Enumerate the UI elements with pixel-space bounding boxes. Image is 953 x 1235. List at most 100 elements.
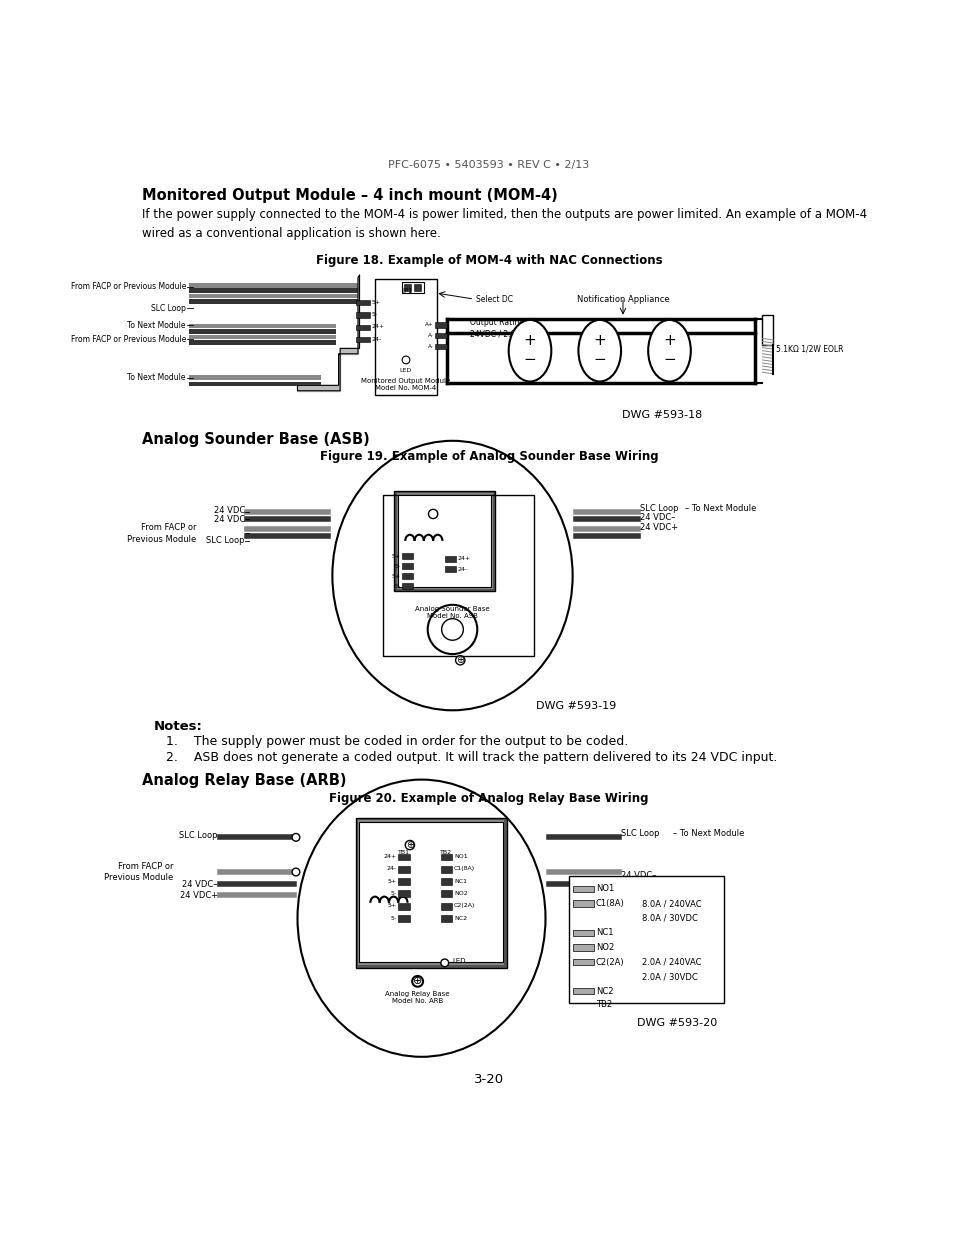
Text: NO2: NO2 [596,944,614,952]
Bar [414,284,420,291]
Bar [357,820,504,966]
Text: From FACP or
Previous Module: From FACP or Previous Module [128,522,196,543]
Text: 1.    The supply power must be coded in order for the output to be coded.: 1. The supply power must be coded in ord… [166,735,627,748]
Text: From FACP or
Previous Module: From FACP or Previous Module [104,862,173,882]
Text: Analog Relay Base (ARB): Analog Relay Base (ARB) [142,773,347,788]
Circle shape [412,976,422,987]
Text: From FACP or Previous Module: From FACP or Previous Module [71,283,186,291]
Bar [355,325,369,330]
Ellipse shape [578,320,620,382]
Bar [568,876,723,1003]
Text: 24 VDC–: 24 VDC– [639,514,675,522]
Text: −: − [593,352,605,368]
Text: Figure 19. Example of Analog Sounder Base Wiring: Figure 19. Example of Analog Sounder Bas… [319,450,658,463]
Text: 5+: 5+ [391,553,400,558]
Bar [572,885,594,892]
Text: Figure 20. Example of Analog Relay Base Wiring: Figure 20. Example of Analog Relay Base … [329,792,648,805]
Bar [572,945,594,951]
Text: From FACP or Previous Module: From FACP or Previous Module [71,335,186,343]
Text: 2.0A / 30VDC: 2.0A / 30VDC [641,972,698,982]
Text: ⊕: ⊕ [456,656,464,666]
Text: NC1: NC1 [596,929,613,937]
Bar [402,563,413,569]
Text: 24 VDC–: 24 VDC– [620,871,657,879]
Text: 8.0A / 240VAC: 8.0A / 240VAC [641,899,701,908]
Bar [402,583,413,589]
Bar [444,556,456,562]
Circle shape [405,841,415,850]
Bar [397,866,410,873]
Bar [440,915,452,923]
Bar [189,288,359,293]
Text: +: + [593,333,605,348]
Text: ⊕: ⊕ [405,840,414,850]
Text: +: + [662,333,675,348]
Text: C1(8A): C1(8A) [454,867,475,872]
Text: 24-: 24- [456,567,467,572]
Bar [572,988,594,994]
Text: ⊕: ⊕ [413,977,422,987]
Bar [394,490,495,592]
Text: C2(2A): C2(2A) [454,903,475,909]
Text: 5-: 5- [390,892,396,897]
Text: A-: A- [428,332,434,338]
Text: 2.0A / 240VAC: 2.0A / 240VAC [641,957,701,967]
Text: LED: LED [399,368,412,373]
Text: To Next Module: To Next Module [128,373,186,382]
Bar [355,300,369,305]
Text: SLC Loop: SLC Loop [639,504,678,513]
Text: To Next Module: To Next Module [128,321,186,330]
Text: PFC-6075 • 5403593 • REV C • 2/13: PFC-6075 • 5403593 • REV C • 2/13 [388,161,589,170]
Circle shape [428,509,437,519]
Bar [355,312,369,317]
Text: 24+: 24+ [456,556,470,561]
Circle shape [440,960,448,967]
Text: SLC Loop: SLC Loop [179,831,217,840]
Text: LED: LED [452,957,465,963]
Text: Monitored Output Module
Model No. MOM-4: Monitored Output Module Model No. MOM-4 [361,378,450,390]
Text: 3-20: 3-20 [474,1073,503,1087]
Bar [404,284,411,291]
Text: Notification Appliance: Notification Appliance [576,294,669,304]
Text: 24 VDC–: 24 VDC– [182,879,217,889]
Text: C2(2A): C2(2A) [596,957,624,967]
Bar [397,878,410,885]
Circle shape [441,619,463,640]
Bar [189,283,359,288]
Bar [189,340,335,345]
Circle shape [456,656,464,664]
Circle shape [292,834,299,841]
Text: Analog Sounder Base
Model No. ASB: Analog Sounder Base Model No. ASB [415,606,489,619]
Bar [440,890,452,898]
Bar [189,382,320,387]
Bar [444,567,456,573]
Text: 24 VDC: 24 VDC [213,505,245,515]
Ellipse shape [647,320,690,382]
Text: −: − [523,352,536,368]
Bar [189,375,320,380]
Bar [189,299,359,304]
Bar [761,315,773,345]
Text: 24-: 24- [386,867,396,872]
Text: If the power supply connected to the MOM-4 is power limited, then the outputs ar: If the power supply connected to the MOM… [142,209,866,241]
Ellipse shape [508,320,551,382]
Text: 24+: 24+ [383,855,396,860]
Bar [359,823,502,962]
Text: 24+: 24+ [371,325,384,330]
Bar [435,322,447,327]
Polygon shape [297,275,359,390]
Text: SLC Loop: SLC Loop [151,304,186,312]
Bar [396,493,493,589]
Text: DWG #593-19: DWG #593-19 [536,701,616,711]
Bar [440,878,452,885]
Text: NO1: NO1 [454,855,467,860]
Text: 24 VDC+: 24 VDC+ [179,890,217,899]
Text: 24 VDC+: 24 VDC+ [620,882,659,890]
Text: 5-: 5- [371,312,376,317]
Text: SLC Loop: SLC Loop [206,536,245,546]
Bar [397,890,410,898]
Text: SLC Loop: SLC Loop [620,829,659,839]
Text: +: + [523,333,536,348]
Text: 5-: 5- [394,584,400,589]
Text: 5+: 5+ [371,300,380,305]
